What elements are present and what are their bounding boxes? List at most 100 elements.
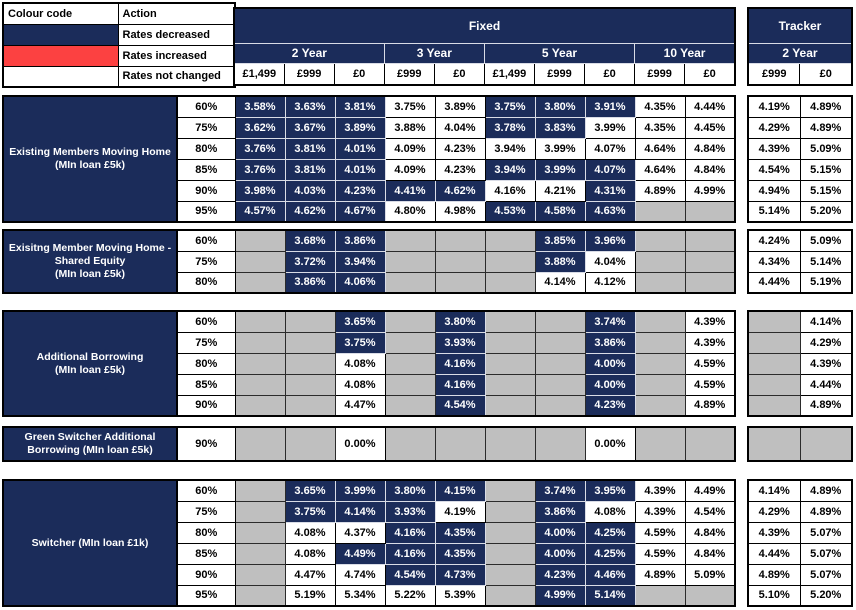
tracker-rate-row: 4.44% (747, 373, 853, 396)
rate-cell: 4.84% (684, 521, 736, 544)
empty-rate-cell (634, 352, 686, 375)
fixed-fee-label: £0 (433, 62, 485, 86)
rate-cell: 5.22% (384, 584, 436, 607)
rate-cell: 4.23% (584, 394, 636, 417)
legend-row-not-changed: Rates not changed (2, 65, 236, 88)
rate-cell: 4.99% (684, 179, 736, 202)
empty-rate-cell (284, 373, 336, 396)
rate-row: Green Switcher Additional Borrowing (MIn… (2, 426, 736, 462)
empty-rate-cell (799, 426, 853, 462)
rate-row: Exisitng Member Moving Home - Shared Equ… (2, 229, 736, 294)
rate-cell: 4.14% (747, 479, 801, 502)
rate-cell: 3.68% (284, 229, 336, 252)
empty-rate-cell (234, 584, 286, 607)
tracker-rate-row: 4.94% 5.15% (747, 179, 853, 202)
rate-cell: 4.19% (434, 500, 486, 523)
rate-cell: 4.04% (434, 116, 486, 139)
rate-cell: 4.16% (384, 521, 436, 544)
empty-rate-cell (234, 310, 286, 333)
empty-rate-cell (434, 229, 486, 252)
rate-cell: 5.14% (799, 250, 853, 273)
tracker-rate-row: 4.29% 4.89% (747, 116, 853, 139)
rate-cell: 4.08% (334, 352, 386, 375)
rate-row: 80% 3.76% 3.81% 4.01% 4.09% 4.23% 3.94% 3.99% 4.… (3, 137, 736, 160)
empty-rate-cell (634, 310, 686, 333)
rate-cell: 4.19% (747, 95, 801, 118)
empty-rate-cell (234, 394, 286, 417)
fixed-fee-label: £999 (533, 62, 586, 86)
ltv-cell: 80% (176, 352, 236, 375)
rate-cell: 4.99% (534, 584, 586, 607)
legend-row-decreased: Rates decreased (2, 23, 236, 46)
rate-cell: 4.03% (284, 179, 336, 202)
rate-cell: 5.07% (799, 521, 853, 544)
empty-rate-cell (484, 352, 536, 375)
fixed-fee-label: £1,499 (233, 62, 285, 86)
rate-cell: 4.23% (334, 179, 386, 202)
empty-rate-cell (484, 331, 536, 354)
ltv-cell: 75% (176, 500, 236, 523)
rate-cell: 3.95% (584, 479, 636, 502)
empty-rate-cell (384, 394, 436, 417)
tracker-rate-row: 4.39% 5.07% (747, 521, 853, 544)
empty-rate-cell (534, 310, 586, 333)
rate-cell: 4.14% (334, 500, 386, 523)
rate-cell: 3.65% (334, 310, 386, 333)
rate-cell: 4.29% (799, 331, 853, 354)
empty-rate-cell (484, 271, 536, 294)
empty-rate-cell (234, 250, 286, 273)
rate-cell: 4.23% (434, 158, 486, 181)
empty-rate-cell (434, 426, 486, 462)
tracker-rate-row: 4.39% 5.09% (747, 137, 853, 160)
rate-row: 85% 4.08% 4.49% 4.16% 4.35% 4.00% 4.25% 4.59% 4.… (3, 542, 736, 565)
rate-cell: 4.21% (534, 179, 586, 202)
ltv-cell: 60% (176, 310, 236, 333)
rate-cell: 4.29% (747, 500, 801, 523)
rate-cell: 4.89% (799, 95, 853, 118)
fixed-term-label: 2 Year (233, 42, 385, 64)
tracker-rate-row: 4.14% 4.89% (747, 479, 853, 502)
fixed-fee-label: £999 (283, 62, 335, 86)
rate-cell: 3.78% (484, 116, 536, 139)
rate-cell: 5.19% (284, 584, 336, 607)
rate-cell: 5.20% (799, 200, 853, 223)
rate-cell: 4.23% (534, 563, 586, 586)
empty-rate-cell (284, 426, 336, 462)
rate-cell: 4.25% (584, 521, 636, 544)
rate-cell: 3.94% (484, 137, 536, 160)
rate-cell: 4.89% (799, 479, 853, 502)
empty-rate-cell (484, 250, 536, 273)
rate-cell: 4.49% (684, 479, 736, 502)
legend-label-not-changed: Rates not changed (117, 65, 236, 88)
rate-cell: 4.89% (634, 563, 686, 586)
empty-rate-cell (234, 521, 286, 544)
rate-cell: 4.35% (634, 95, 686, 118)
empty-rate-cell (484, 584, 536, 607)
rate-row: 95% 4.57% 4.62% 4.67% 4.80% 4.98% 4.53% 4.58% 4.… (3, 200, 736, 223)
rate-cell: 4.62% (284, 200, 336, 223)
rate-cell: 3.96% (584, 229, 636, 252)
tracker-header-table: Tracker 2 Year £999 £0 (747, 7, 853, 86)
empty-rate-cell (384, 271, 436, 294)
rate-cell: 4.16% (434, 373, 486, 396)
rate-cell: 3.89% (334, 116, 386, 139)
rate-cell: 4.39% (747, 521, 801, 544)
group-table: Switcher (MIn loan £1k) 60% 3.65% 3.99% 3.80… (2, 479, 736, 607)
rate-cell: 3.93% (434, 331, 486, 354)
group-tracker-table: 4.24% 5.09% 4.34% 5.14% 4.44% 5.19% (747, 229, 853, 294)
legend-swatch-white (2, 65, 119, 88)
empty-rate-cell (234, 373, 286, 396)
empty-rate-cell (534, 373, 586, 396)
empty-rate-cell (634, 584, 686, 607)
empty-rate-cell (434, 271, 486, 294)
empty-rate-cell (384, 229, 436, 252)
rate-row: 95% 5.19% 5.34% 5.22% 5.39% 4.99% 5.14% (3, 584, 736, 607)
group-table: Green Switcher Additional Borrowing (MIn… (2, 426, 736, 462)
empty-rate-cell (534, 331, 586, 354)
rate-cell: 4.49% (334, 542, 386, 565)
group-tracker-table: 4.14% 4.89% 4.29% 4.89% 4.39% 5.07% 4.44% 5.07%… (747, 479, 853, 607)
fixed-fee-label: £0 (584, 62, 636, 86)
rate-cell: 4.89% (634, 179, 686, 202)
empty-rate-cell (434, 250, 486, 273)
